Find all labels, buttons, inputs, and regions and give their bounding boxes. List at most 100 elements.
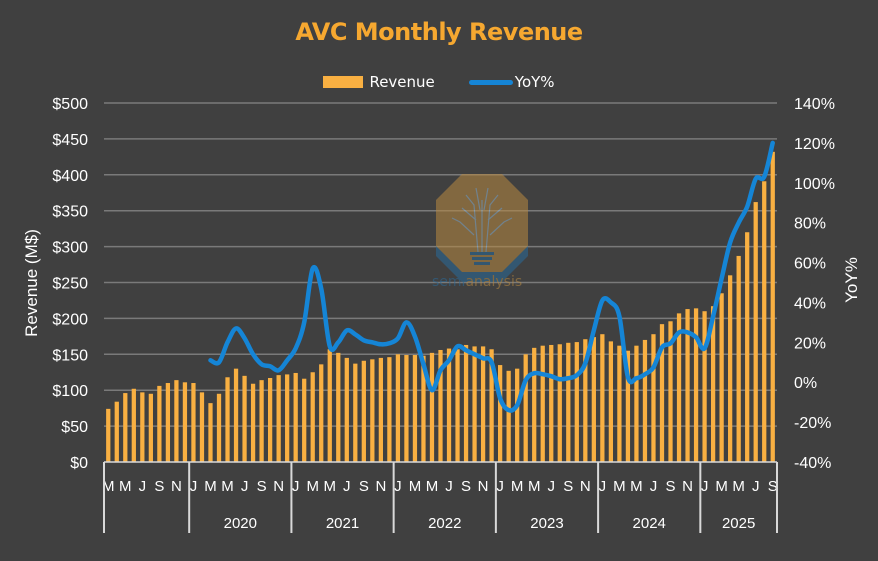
revenue-bar bbox=[242, 375, 247, 462]
y2-tick-label: 100% bbox=[794, 176, 835, 193]
revenue-bar bbox=[710, 306, 716, 462]
revenue-bar bbox=[387, 357, 392, 462]
revenue-bar bbox=[199, 392, 205, 462]
revenue-bar bbox=[182, 382, 188, 462]
revenue-bar bbox=[600, 334, 605, 462]
yoy-line bbox=[208, 140, 775, 413]
x-month-label: J bbox=[139, 478, 147, 495]
revenue-bar bbox=[302, 378, 307, 462]
revenue-bar bbox=[370, 359, 375, 462]
revenue-bar bbox=[523, 354, 528, 462]
x-month-label: J bbox=[701, 478, 709, 495]
x-month-label: M bbox=[324, 478, 337, 495]
x-month-label: J bbox=[343, 478, 351, 495]
revenue-bar bbox=[106, 408, 111, 462]
revenue-bar bbox=[651, 334, 656, 462]
revenue-bar bbox=[208, 403, 213, 462]
revenue-bar bbox=[140, 392, 145, 462]
revenue-bar bbox=[762, 181, 767, 462]
revenue-bar bbox=[259, 380, 264, 462]
x-month-label: S bbox=[563, 478, 573, 495]
x-month-label: M bbox=[204, 478, 217, 495]
revenue-bar bbox=[421, 355, 426, 462]
x-month-label: M bbox=[426, 478, 439, 495]
y-tick-label: $250 bbox=[52, 276, 88, 293]
revenue-bar bbox=[157, 385, 162, 462]
x-month-label: N bbox=[580, 478, 591, 495]
x-month-label: N bbox=[273, 478, 284, 495]
x-month-label: S bbox=[154, 478, 164, 495]
revenue-bar bbox=[378, 357, 383, 462]
y-tick-label: $450 bbox=[52, 132, 88, 149]
revenue-bar bbox=[676, 313, 682, 462]
y-tick-label: $500 bbox=[52, 96, 88, 113]
x-month-label: M bbox=[119, 478, 132, 495]
revenue-bar bbox=[327, 349, 332, 462]
legend-revenue-label: Revenue bbox=[369, 73, 435, 91]
revenue-bar bbox=[736, 255, 741, 462]
revenue-bar bbox=[174, 380, 179, 462]
y-tick-label: $100 bbox=[52, 383, 88, 400]
x-month-label: M bbox=[102, 478, 115, 495]
x-month-label: N bbox=[478, 478, 489, 495]
x-month-label: S bbox=[666, 478, 676, 495]
revenue-bar bbox=[608, 341, 614, 462]
x-month-label: M bbox=[630, 478, 643, 495]
revenue-bar bbox=[131, 388, 136, 462]
revenue-bars bbox=[106, 151, 775, 463]
watermark-text-analysis: analysis bbox=[465, 274, 522, 290]
x-year-label: 2023 bbox=[530, 515, 563, 532]
x-month-label: J bbox=[445, 478, 453, 495]
y-tick-label: $150 bbox=[52, 347, 88, 364]
legend-yoy-label: YoY% bbox=[514, 73, 555, 91]
revenue-bar bbox=[719, 293, 724, 462]
x-month-label: M bbox=[715, 478, 728, 495]
x-month-label: J bbox=[752, 478, 760, 495]
y-tick-label: $400 bbox=[52, 168, 88, 185]
x-month-label: S bbox=[359, 478, 369, 495]
revenue-bar bbox=[549, 344, 554, 462]
y2-tick-label: 120% bbox=[794, 136, 835, 153]
revenue-bar bbox=[574, 342, 579, 462]
x-month-label: M bbox=[528, 478, 541, 495]
x-year-label: 2025 bbox=[722, 515, 755, 532]
revenue-bar bbox=[702, 311, 707, 462]
x-month-label: S bbox=[461, 478, 471, 495]
legend-revenue-swatch bbox=[323, 76, 364, 88]
revenue-bar bbox=[455, 349, 460, 462]
revenue-bar bbox=[498, 365, 503, 462]
chart-title: AVC Monthly Revenue bbox=[295, 18, 583, 46]
watermark-text-semi: semi bbox=[432, 274, 465, 290]
revenue-bar bbox=[506, 370, 511, 462]
revenue-bar bbox=[123, 393, 128, 462]
revenue-bar bbox=[429, 352, 435, 462]
x-year-label: 2022 bbox=[428, 515, 461, 532]
y2-tick-label: 140% bbox=[794, 96, 835, 113]
legend-item-revenue: Revenue bbox=[323, 73, 435, 91]
y2-tick-label: -20% bbox=[794, 415, 831, 432]
revenue-bar bbox=[336, 352, 341, 462]
x-month-label: M bbox=[409, 478, 422, 495]
revenue-bar bbox=[293, 372, 298, 462]
x-month-label: J bbox=[394, 478, 402, 495]
y-axis-left-ticks: $0 $50 $100 $150 $200 $250 $300 $350 $400 $450 $50… bbox=[52, 96, 88, 472]
y2-tick-label: 0% bbox=[794, 375, 817, 392]
y-tick-label: $0 bbox=[70, 455, 88, 472]
legend: Revenue YoY% bbox=[0, 73, 878, 91]
y-tick-label: $350 bbox=[52, 204, 88, 221]
revenue-bar bbox=[728, 275, 733, 462]
revenue-bar bbox=[617, 345, 622, 462]
x-month-label: J bbox=[547, 478, 555, 495]
revenue-bar bbox=[557, 344, 562, 462]
watermark-bulb-base-icon bbox=[470, 252, 494, 265]
x-month-label: N bbox=[375, 478, 386, 495]
y-axis-right-title: YoY% bbox=[842, 257, 861, 303]
x-year-label: 2021 bbox=[326, 515, 359, 532]
revenue-bar bbox=[276, 375, 281, 462]
revenue-bar bbox=[395, 354, 401, 462]
watermark-tree-icon bbox=[451, 187, 513, 253]
revenue-bar bbox=[404, 355, 409, 462]
revenue-bar bbox=[745, 232, 750, 462]
revenue-bar bbox=[216, 393, 222, 462]
